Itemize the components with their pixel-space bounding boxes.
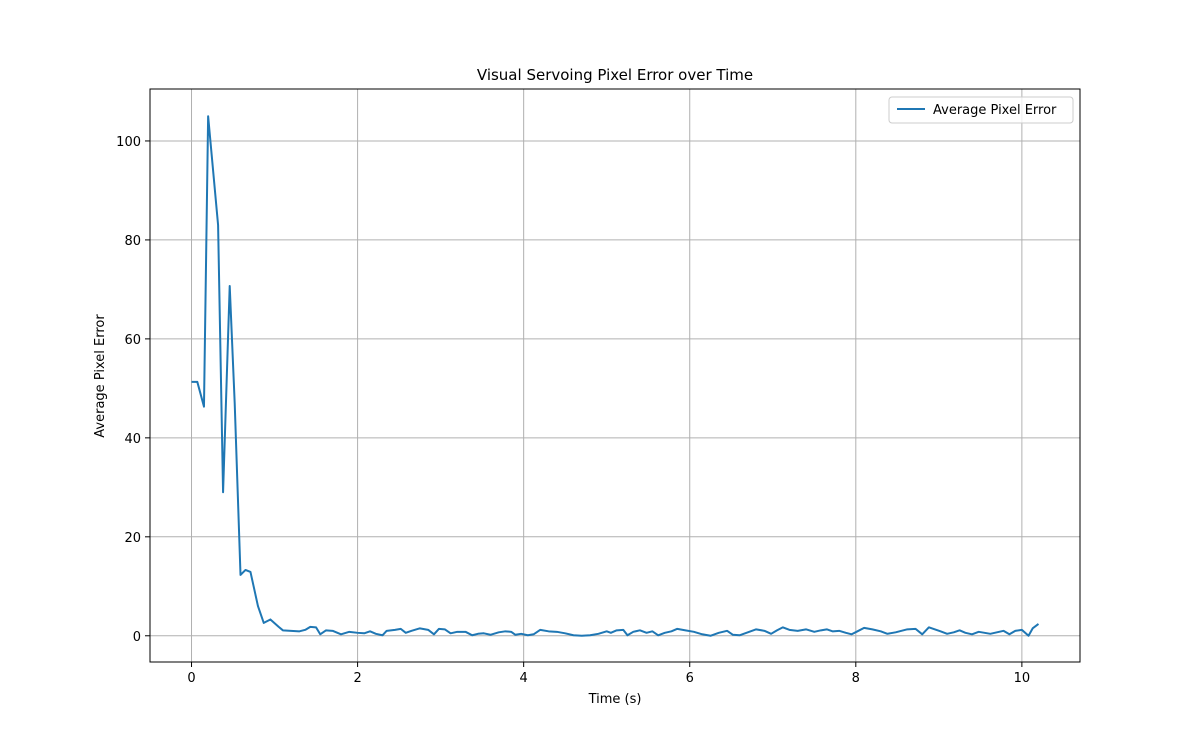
- x-tick-label: 4: [520, 671, 528, 686]
- y-tick-label: 40: [124, 432, 141, 447]
- legend-label: Average Pixel Error: [933, 103, 1057, 118]
- x-tick-label: 8: [852, 671, 860, 686]
- y-tick-label: 20: [124, 531, 141, 546]
- plot-series: [191, 115, 1040, 637]
- x-tick-label: 10: [1014, 671, 1031, 686]
- x-tick-label: 2: [353, 671, 361, 686]
- y-tick-label: 80: [124, 234, 141, 249]
- chart-title: Visual Servoing Pixel Error over Time: [477, 66, 753, 84]
- legend: Average Pixel Error: [888, 96, 1074, 124]
- axes-frame: [149, 88, 1081, 663]
- x-axis-label: Time (s): [588, 692, 642, 707]
- y-axis-label: Average Pixel Error: [93, 314, 108, 438]
- series-line-average-pixel-error: [191, 115, 1040, 637]
- y-tick-label: 60: [124, 333, 141, 348]
- x-tick-label: 6: [686, 671, 694, 686]
- y-tick-label: 100: [116, 135, 141, 150]
- legend-box: [888, 96, 1074, 124]
- x-tick-label: 0: [187, 671, 195, 686]
- y-tick-label: 0: [133, 630, 141, 645]
- grid-lines: [150, 89, 1080, 662]
